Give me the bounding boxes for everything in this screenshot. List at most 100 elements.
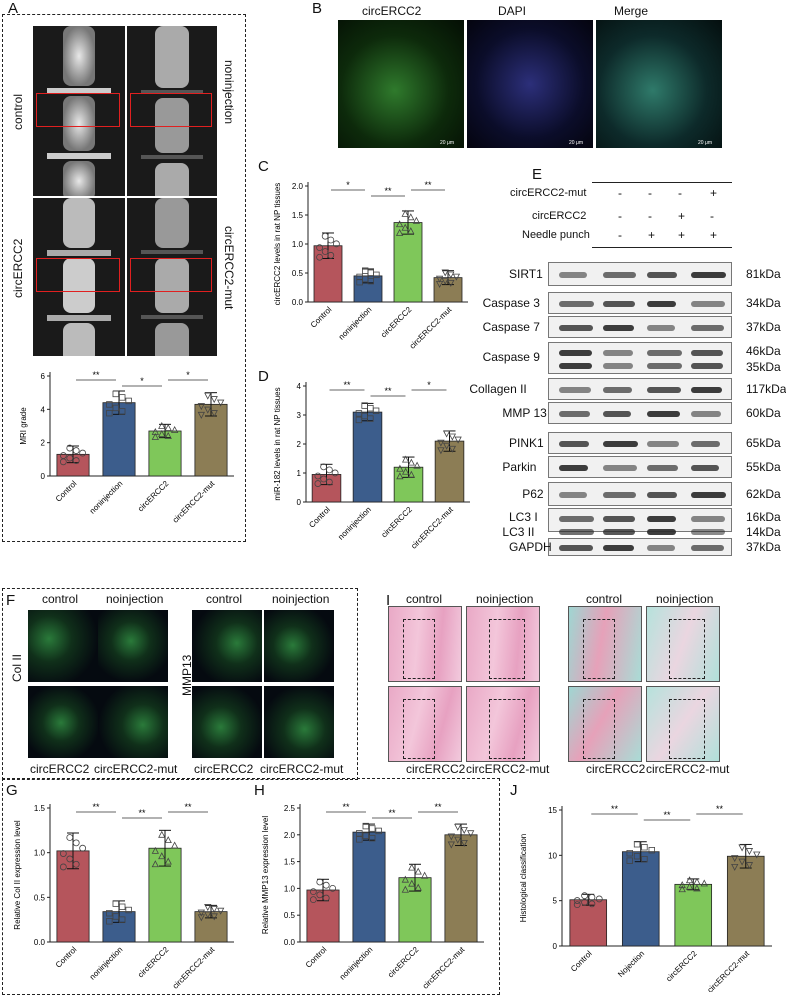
y-tick-label: 15: [548, 806, 557, 815]
x-tick-label: noninjection: [336, 505, 373, 542]
condition-sign: +: [678, 228, 686, 242]
panel-label-e: E: [532, 166, 543, 183]
data-point: [59, 452, 67, 459]
panel-gh-frame: [2, 778, 500, 995]
blot-name-caspase-9: Caspase 9: [482, 350, 540, 364]
y-tick-label: 10: [548, 851, 557, 860]
blot-band: [647, 325, 675, 331]
bar-2: [352, 411, 383, 503]
data-point: [59, 850, 67, 857]
blot-box: [548, 432, 732, 454]
roi-box-2: [130, 93, 212, 127]
data-point: [204, 406, 212, 414]
blot-box: [548, 482, 732, 506]
y-axis-label: Histological classification: [519, 834, 528, 922]
significance-label: **: [434, 802, 442, 812]
f-top-label: noinjection: [272, 592, 330, 606]
data-point: [407, 470, 416, 478]
x-tick-label: circERCC2-mut: [409, 505, 455, 551]
y-tick-label: 2.0: [292, 182, 304, 191]
y-tick-label: 6: [41, 372, 46, 381]
y-tick-label: 1.0: [34, 849, 46, 858]
data-point: [367, 277, 374, 285]
data-point: [112, 913, 119, 920]
y-tick-label: 0.0: [284, 938, 296, 947]
significance-label: **: [424, 180, 432, 190]
significance-label: **: [92, 370, 100, 380]
blot-band: [559, 492, 587, 498]
x-tick-label: circERCC2-mut: [171, 479, 217, 525]
roi-box-4: [130, 258, 212, 292]
y-tick-label: 5: [553, 897, 558, 906]
significance-label: **: [343, 380, 351, 390]
blot-band: [691, 516, 725, 522]
data-point: [373, 271, 380, 279]
chart-g-colii: 0.0 0.5 1.0 1.5 Relative Col II expression l…: [13, 802, 234, 991]
blot-band: [691, 411, 721, 417]
roi-box: [489, 699, 525, 759]
blot-band: [603, 387, 632, 393]
significance-label: *: [186, 370, 190, 380]
blot-band: [559, 441, 589, 447]
data-point: [151, 846, 160, 854]
data-point: [401, 223, 409, 231]
y-tick-label: 0.5: [292, 269, 304, 278]
data-point: [414, 883, 422, 891]
data-point: [158, 852, 166, 860]
blot-band: [691, 441, 720, 447]
roi-box: [489, 619, 525, 679]
data-point: [401, 209, 409, 217]
data-point: [441, 269, 449, 277]
y-axis-label: MRI grade: [19, 407, 28, 445]
blot-band: [559, 325, 593, 331]
blot-name-gapdh: GAPDH: [509, 540, 552, 554]
f-bottom-label: circERCC2-mut: [94, 762, 178, 776]
row-label-control: control: [11, 93, 25, 130]
blot-band: [559, 529, 594, 535]
y-axis-label: circERCC2 levels in rat NP tissues: [273, 183, 282, 306]
panel-label-a: A: [8, 0, 19, 17]
data-point: [356, 830, 363, 837]
roi-box: [669, 699, 705, 759]
blot-band: [559, 545, 593, 551]
data-point: [375, 827, 382, 835]
blot-band: [647, 411, 680, 417]
condition-sign: -: [618, 186, 622, 200]
f-fluor-image: [98, 686, 168, 758]
condition-sign: -: [648, 186, 652, 200]
data-point: [401, 467, 410, 475]
data-point: [66, 855, 74, 863]
data-point: [164, 857, 172, 865]
row-label-circercc2: circERCC2: [11, 238, 25, 298]
data-point: [685, 876, 694, 884]
blot-band: [603, 411, 631, 417]
data-point: [164, 431, 172, 439]
x-tick-label: circERCC2-mut: [421, 945, 467, 991]
y-axis-label: Relative MMP13 expression level: [261, 816, 270, 934]
data-point: [112, 900, 119, 907]
bar-4: [444, 834, 478, 943]
panel-label-j: J: [510, 782, 518, 799]
data-point: [633, 852, 641, 860]
panel-label-d: D: [258, 368, 269, 385]
data-point: [204, 911, 212, 919]
data-point: [325, 466, 333, 474]
data-point: [151, 427, 160, 435]
i-top-label: control: [406, 592, 443, 606]
bar-4: [726, 855, 765, 947]
blot-band: [691, 301, 725, 307]
i-bottom-label: circERCC2-mut: [466, 762, 550, 776]
mri-image-circercc2-mut: [127, 198, 217, 356]
condition-table: [592, 182, 732, 248]
data-point: [210, 410, 218, 418]
data-point: [700, 879, 708, 887]
bar-2: [352, 831, 386, 943]
x-tick-label: Control: [54, 945, 79, 970]
condition-sign: -: [710, 209, 714, 223]
y-axis-label: miR-182 levels in rat NP tissues: [273, 387, 282, 500]
data-point: [633, 841, 641, 848]
f-fluor-image: [28, 686, 98, 758]
data-point: [454, 836, 462, 844]
blot-band: [603, 325, 634, 331]
y-axis-label: Relative Col II expression level: [13, 820, 22, 930]
